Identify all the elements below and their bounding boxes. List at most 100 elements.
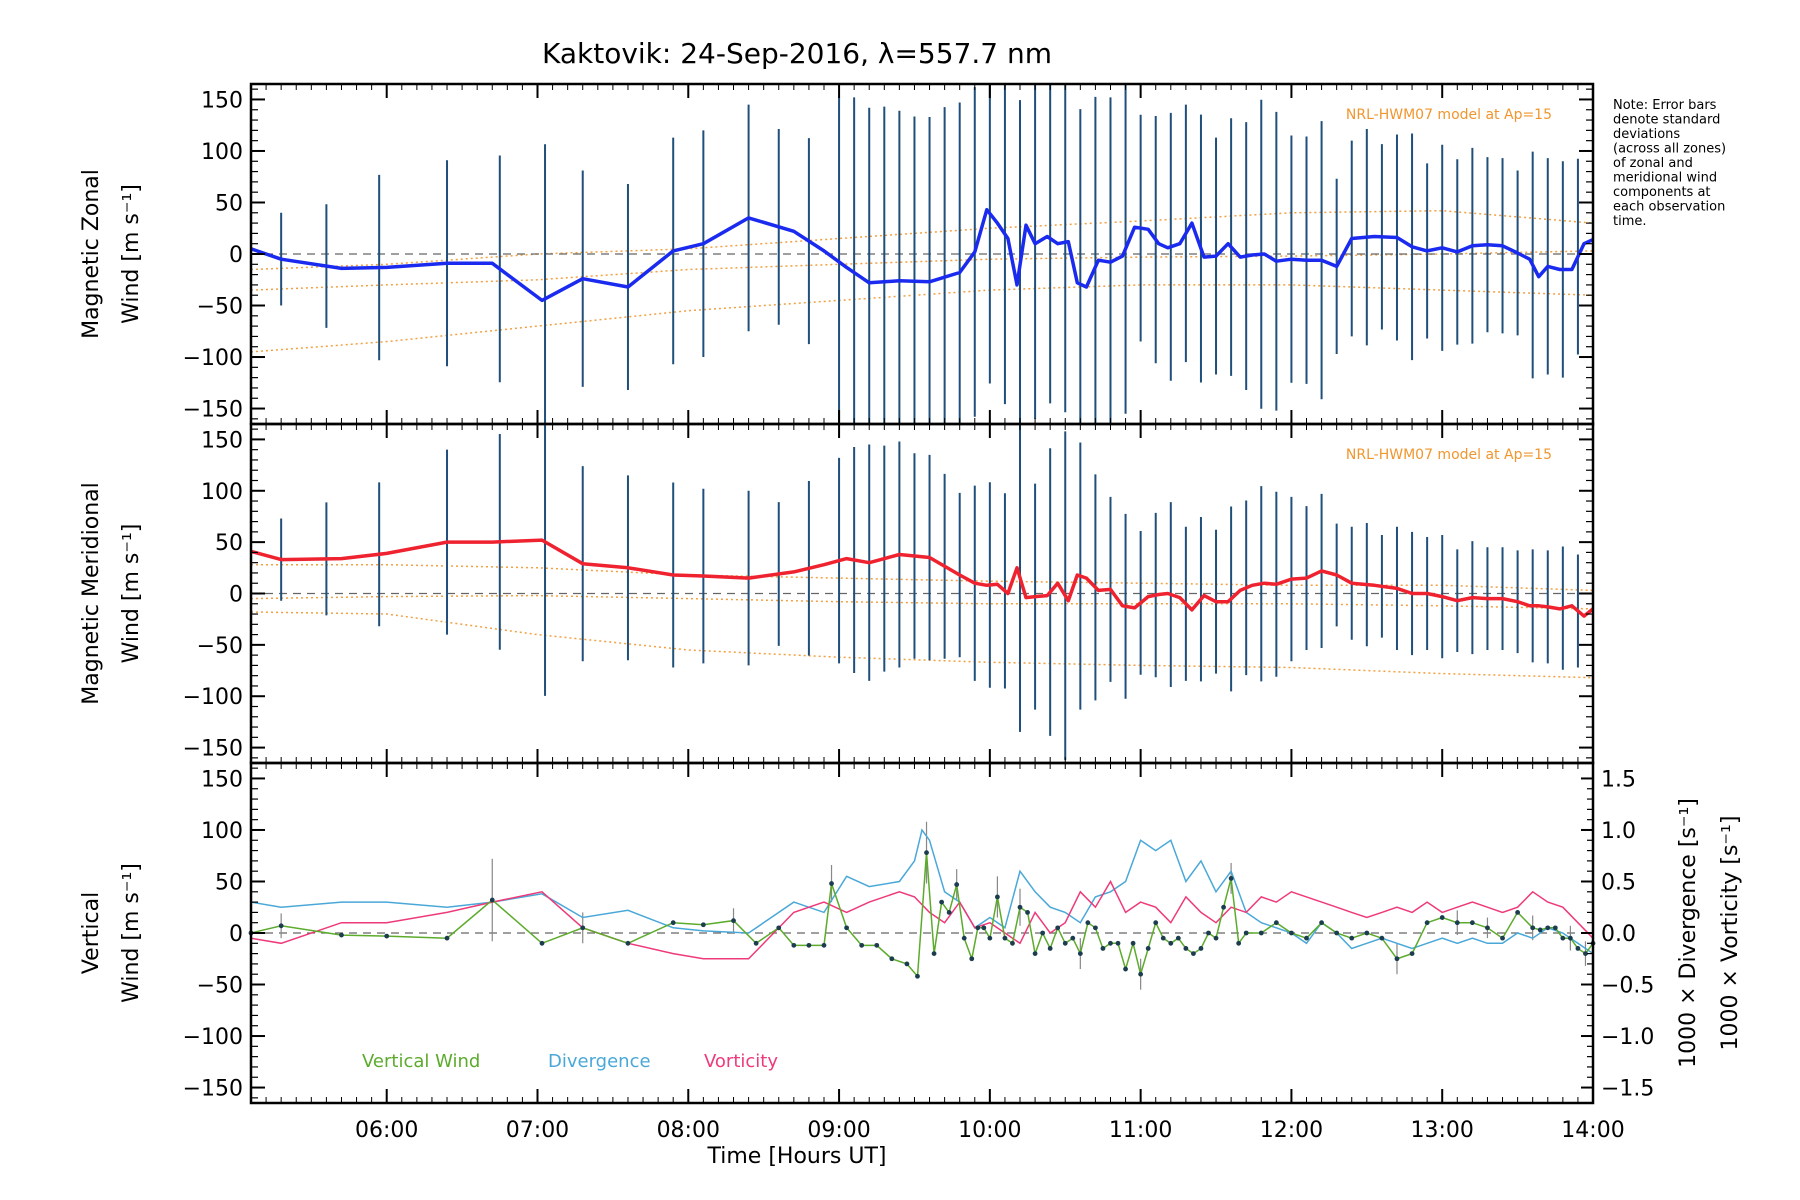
x-tick-label: 07:00 xyxy=(506,1118,569,1143)
vertical-wind-point xyxy=(1228,875,1234,881)
vertical-wind-point xyxy=(1349,935,1355,941)
vertical-wind-line xyxy=(250,852,1594,979)
y-tick-label: −150 xyxy=(183,737,243,762)
model-curve-2 xyxy=(250,284,1594,353)
vertical-wind-point xyxy=(1040,930,1046,936)
vertical-wind-point xyxy=(1213,935,1219,941)
vertical-wind-point xyxy=(1379,935,1385,941)
y-tick-label: −50 xyxy=(197,974,243,999)
vertical-wind-point xyxy=(489,897,495,903)
vertical-wind-point xyxy=(1454,920,1460,926)
vertical-wind-point xyxy=(1537,927,1543,933)
right-tick-label: 1.5 xyxy=(1601,767,1636,792)
vertical-wind-point xyxy=(889,956,895,962)
y-tick-label: 150 xyxy=(201,88,243,113)
chart-title: Kaktovik: 24-Sep-2016, λ=557.7 nm xyxy=(542,37,1052,70)
zonal-wind-line xyxy=(250,207,1594,303)
legend-vertical-wind: Vertical Wind xyxy=(362,1051,480,1072)
vertical-wind-point xyxy=(1439,915,1445,920)
vertical-wind-point xyxy=(829,881,834,886)
right-tick-label: 1.0 xyxy=(1601,819,1636,844)
note-line-3: (across all zones) xyxy=(1613,142,1726,157)
y-axis-label-line2: Wind [m s⁻¹] xyxy=(119,524,144,664)
model-curve-3 xyxy=(250,209,1594,271)
vertical-wind-point xyxy=(1530,925,1536,931)
right-tick-label: −1.0 xyxy=(1601,1025,1654,1050)
vertical-wind-point xyxy=(1545,925,1551,931)
legend-vorticity: Vorticity xyxy=(704,1051,778,1072)
vertical-wind-point xyxy=(915,973,920,979)
model-curve-3 xyxy=(250,594,1594,610)
vertical-wind-point xyxy=(444,935,450,941)
vertical-wind-point xyxy=(753,940,759,946)
vertical-wind-point xyxy=(1552,925,1558,931)
vertical-wind-point xyxy=(1500,935,1505,941)
vertical-wind-point xyxy=(1560,935,1566,941)
vertical-wind-point xyxy=(1191,951,1196,957)
vertical-wind-point xyxy=(1334,930,1340,936)
y-tick-label: −100 xyxy=(183,346,243,371)
vertical-wind-point xyxy=(1085,920,1091,926)
vertical-wind-point xyxy=(1168,940,1174,946)
vertical-wind-point xyxy=(1243,930,1249,936)
vertical-wind-point xyxy=(776,925,782,931)
vertical-wind-point xyxy=(1289,930,1294,936)
right-tick-label: −0.5 xyxy=(1601,974,1654,999)
vertical-wind-point xyxy=(731,918,736,924)
legend-divergence: Divergence xyxy=(548,1051,651,1072)
vertical-wind-point xyxy=(1100,946,1106,951)
vertical-wind-point xyxy=(1485,925,1490,931)
note-line-1: denote standard xyxy=(1613,113,1720,128)
x-tick-label: 11:00 xyxy=(1109,1118,1172,1143)
vertical-wind-point xyxy=(1304,935,1309,941)
panel-1: NRL-HWM07 model at Ap=15 150 100 50 0 −50 −100… xyxy=(79,82,1595,426)
vertical-wind-point xyxy=(1236,940,1242,946)
y-tick-label: −50 xyxy=(197,634,243,659)
y-tick-label: 150 xyxy=(201,767,243,792)
vertical-wind-point xyxy=(904,961,910,967)
vertical-wind-point xyxy=(278,923,284,929)
vertical-wind-point xyxy=(844,925,850,931)
y-tick-label: −150 xyxy=(183,1077,243,1102)
y-tick-label: 150 xyxy=(201,428,243,453)
vertical-wind-point xyxy=(1153,920,1159,926)
vertical-wind-point xyxy=(1567,935,1573,941)
note-line-4: of zonal and xyxy=(1613,156,1693,171)
vertical-wind-point xyxy=(1123,966,1128,972)
y-tick-label: 0 xyxy=(229,243,243,268)
note-line-2: deviations xyxy=(1613,127,1680,142)
y-tick-label: 100 xyxy=(201,819,243,844)
vertical-wind-point xyxy=(1077,951,1083,957)
vertical-wind-point xyxy=(1183,946,1189,951)
vertical-wind-point xyxy=(580,925,586,931)
y-tick-label: 50 xyxy=(215,870,243,895)
vertical-wind-point xyxy=(1047,946,1053,951)
x-tick-label: 06:00 xyxy=(355,1118,418,1143)
vertical-wind-point xyxy=(969,956,975,962)
vertical-wind-point xyxy=(1025,909,1030,915)
vertical-wind-point xyxy=(1575,946,1581,951)
note-line-7: each observation xyxy=(1613,200,1725,215)
note-line-5: meridional wind xyxy=(1613,171,1717,186)
vertical-wind-point xyxy=(874,942,880,948)
vertical-wind-point xyxy=(1002,935,1008,941)
right-tick-label: 0.0 xyxy=(1601,922,1636,947)
vertical-wind-point xyxy=(1206,930,1211,936)
y-tick-label: 100 xyxy=(201,140,243,165)
vertical-wind-point xyxy=(1145,946,1151,951)
vertical-wind-point xyxy=(946,909,952,915)
vertical-wind-point xyxy=(981,925,987,931)
vertical-wind-point xyxy=(1070,935,1076,941)
y-tick-label: 100 xyxy=(201,480,243,505)
panel-2: NRL-HWM07 model at Ap=15 150 100 50 0 −50 −100… xyxy=(79,422,1595,765)
y-axis-label-line1: Magnetic Zonal xyxy=(79,169,104,339)
vertical-wind-point xyxy=(1409,951,1415,957)
vertical-wind-point xyxy=(1364,930,1370,936)
y-tick-label: −100 xyxy=(183,685,243,710)
vertical-wind-point xyxy=(700,922,706,928)
x-tick-label: 12:00 xyxy=(1260,1118,1323,1143)
vertical-wind-point xyxy=(1221,904,1226,910)
vertical-wind-point xyxy=(924,850,929,856)
vertical-wind-point xyxy=(1258,930,1264,936)
